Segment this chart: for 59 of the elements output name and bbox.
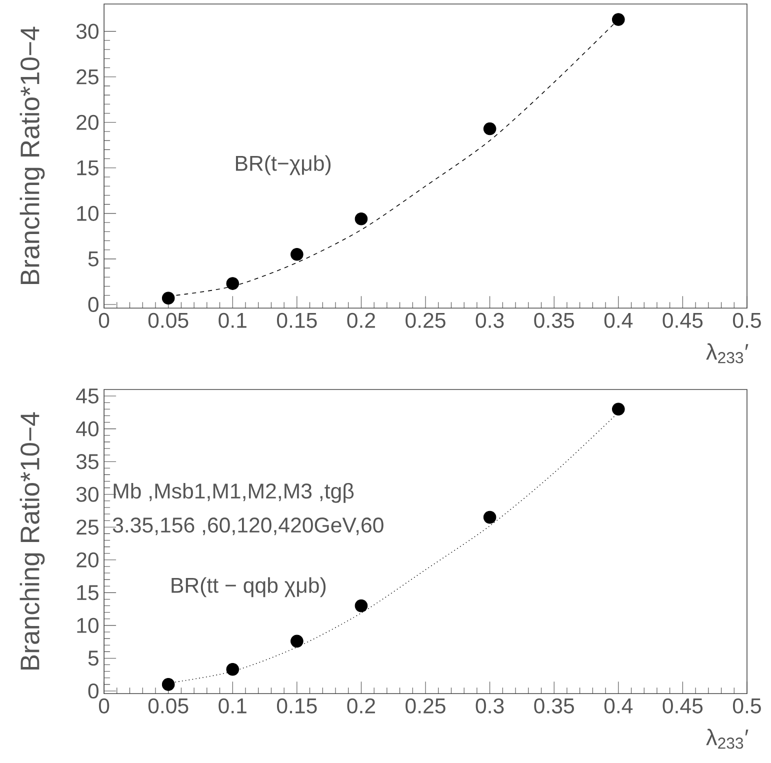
x-tick-label: 0.25 xyxy=(406,312,446,328)
x-tick-label: 0.45 xyxy=(662,312,703,328)
x-tick-label: 0.05 xyxy=(148,312,188,328)
x-tick-label: 0.4 xyxy=(604,698,633,714)
point xyxy=(226,662,240,676)
y-tick-label: 25 xyxy=(76,520,98,535)
annotation: BR(t−χμb) xyxy=(236,155,331,176)
y-tick-label: 40 xyxy=(76,421,98,436)
annotation: Mb ,Msb1,M1,M2,M3 ,tgβ xyxy=(114,482,354,503)
point xyxy=(290,248,304,261)
y-tick-label: 15 xyxy=(77,160,98,176)
x-tick-label: 0.5 xyxy=(732,698,761,714)
point xyxy=(226,277,240,290)
y-tick-label: 10 xyxy=(77,618,98,634)
point xyxy=(483,122,496,136)
point xyxy=(483,510,496,524)
x-axis-title: λ$_{233}$′ xyxy=(706,728,748,749)
point xyxy=(162,292,175,305)
x-tick-label: 0.3 xyxy=(476,698,504,714)
x-tick-label: 0.15 xyxy=(277,698,317,714)
y-tick-label: 20 xyxy=(76,552,98,568)
point xyxy=(612,13,625,26)
x-tick-label: 0.2 xyxy=(347,312,375,328)
x-tick-label: 0 xyxy=(98,698,110,714)
x-tick-label: 0.35 xyxy=(534,698,574,714)
y-tick-label: 25 xyxy=(76,69,98,84)
x-tick-label: 0.35 xyxy=(534,312,574,328)
x-tick-label: 0.5 xyxy=(732,312,761,328)
point xyxy=(162,678,175,691)
annotation: 3.35,156 ,60,120,420GeV,60 xyxy=(112,518,384,536)
y-axis-title: Branching Ratio*10−4 xyxy=(20,412,45,670)
y-tick-label: 5 xyxy=(88,650,98,666)
y-tick-label: 35 xyxy=(76,454,98,470)
x-tick-label: 0.1 xyxy=(218,698,246,714)
point xyxy=(354,212,368,226)
x-tick-label: 0.25 xyxy=(406,698,446,714)
y-axis-title: Branching Ratio*10−4 xyxy=(20,26,45,284)
y-tick-label: 0 xyxy=(88,683,98,699)
x-tick-label: 0.45 xyxy=(662,698,703,714)
y-tick-label: 30 xyxy=(76,24,98,39)
x-tick-label: 0 xyxy=(98,312,110,328)
x-tick-label: 0.3 xyxy=(476,312,504,328)
x-tick-label: 0.4 xyxy=(604,312,633,328)
y-tick-label: 15 xyxy=(77,585,98,600)
point xyxy=(354,599,368,612)
annotation: BR(tt − qqb χμb) xyxy=(172,577,326,598)
y-tick-label: 20 xyxy=(76,114,98,130)
y-tick-label: 30 xyxy=(76,486,98,502)
point xyxy=(290,634,304,648)
y-tick-label: 10 xyxy=(77,206,98,221)
point xyxy=(612,402,625,416)
y-tick-label: 5 xyxy=(88,252,98,266)
y-tick-label: 0 xyxy=(88,296,98,312)
x-axis-title: λ$_{233}$′ xyxy=(706,343,748,364)
x-tick-label: 0.15 xyxy=(277,312,317,328)
x-tick-label: 0.2 xyxy=(347,698,375,714)
x-tick-label: 0.05 xyxy=(148,698,188,714)
y-tick-label: 45 xyxy=(76,388,98,404)
x-tick-label: 0.1 xyxy=(218,312,246,328)
